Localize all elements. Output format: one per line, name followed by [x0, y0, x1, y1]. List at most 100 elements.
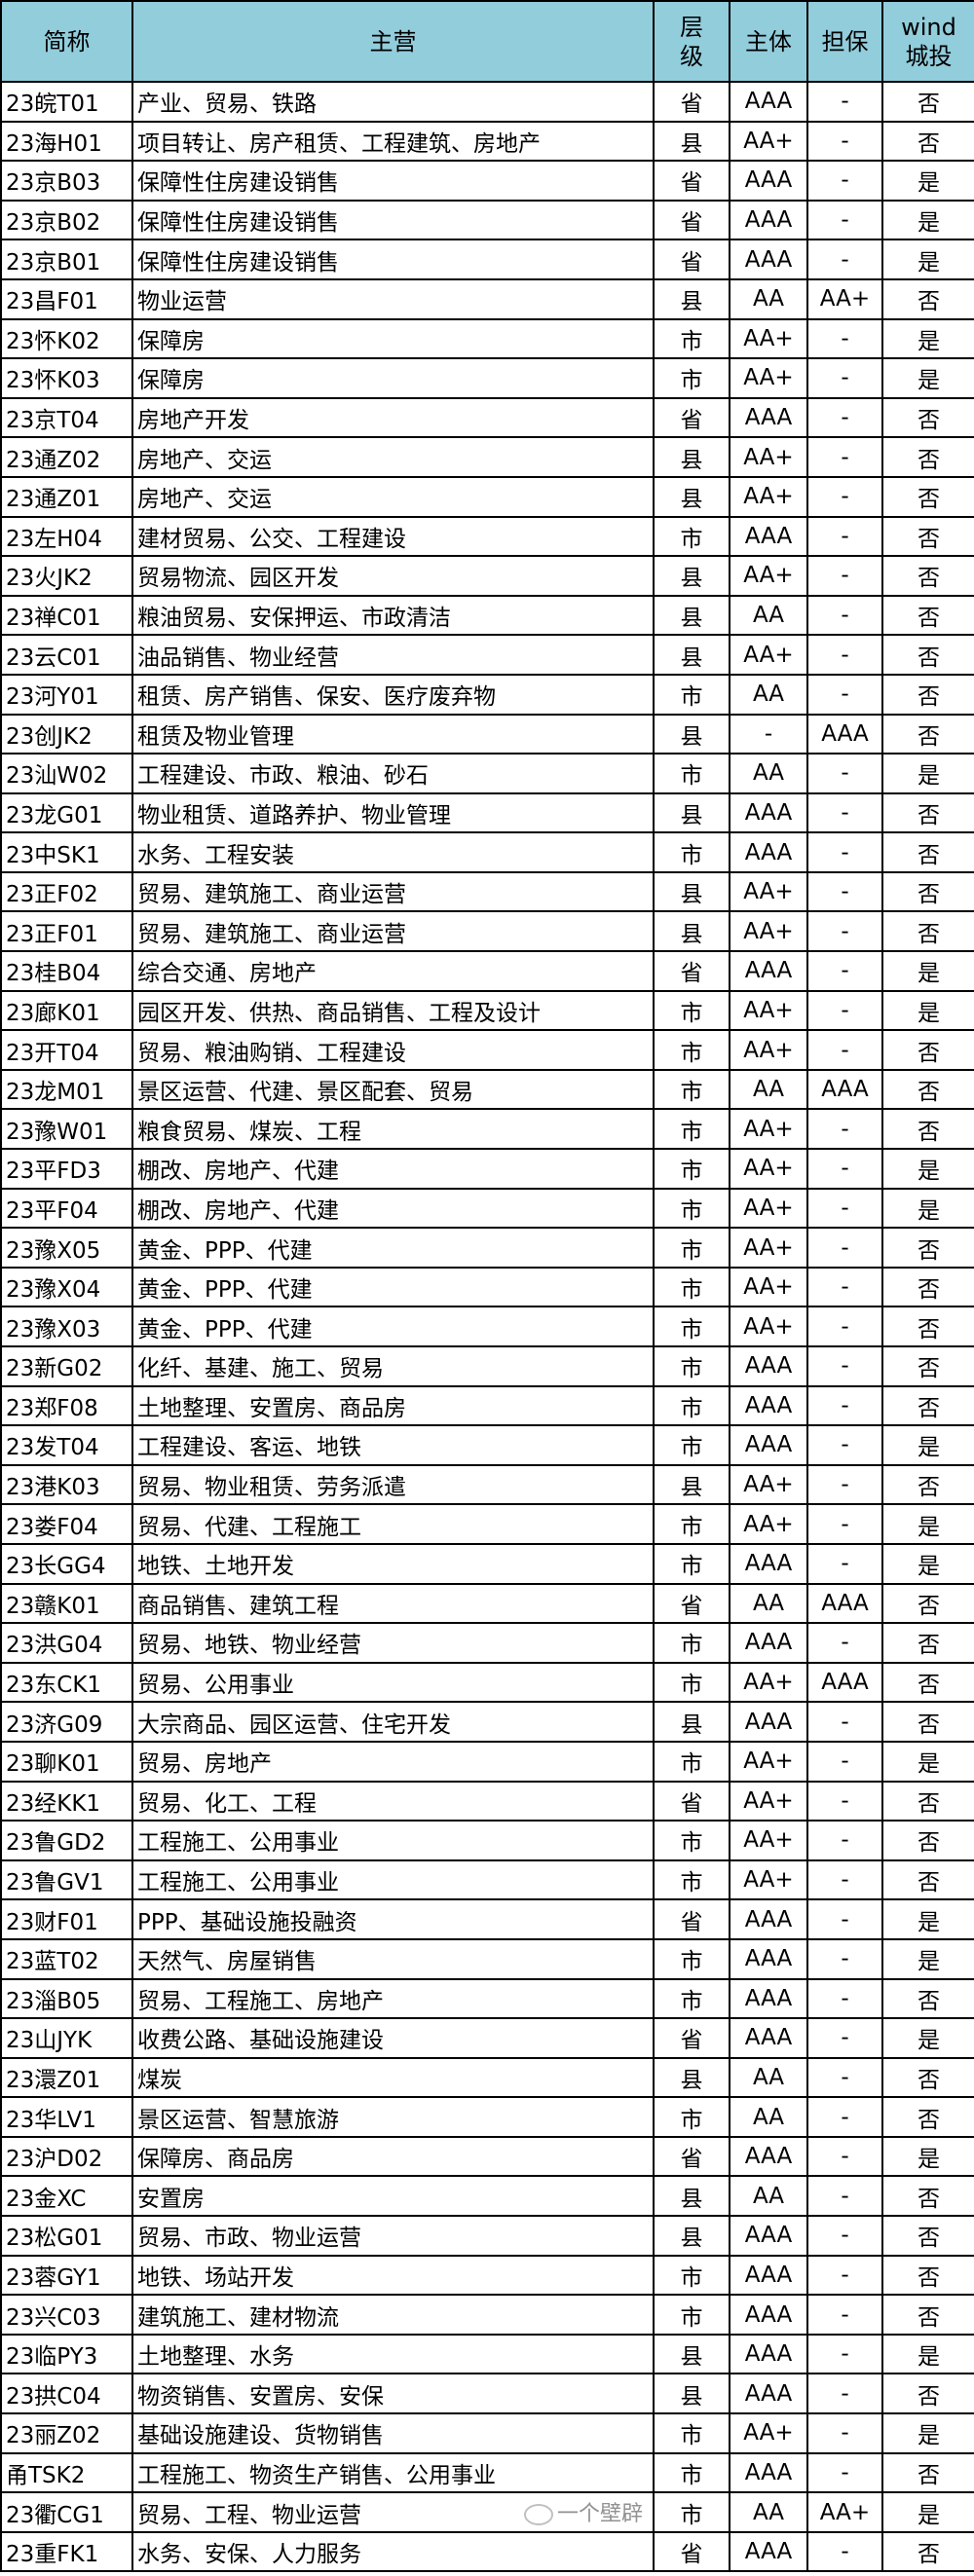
cell-guarantee-text: -: [841, 1432, 849, 1458]
table-row: 23皖T01 产业、贸易、铁路 省 AAA - 否: [0, 81, 974, 123]
cell-wind: 否: [881, 396, 974, 439]
cell-wind: 是: [881, 989, 974, 1032]
cell-level-text: 市: [680, 2304, 703, 2331]
cell-wind: 否: [881, 1266, 974, 1308]
cell-guarantee: -: [806, 1542, 883, 1585]
cell-level: 市: [653, 357, 730, 399]
cell-level-text: 县: [680, 606, 703, 632]
cell-business: 黄金、PPP、代建: [131, 1306, 655, 1347]
cell-wind-text: 否: [918, 2107, 940, 2133]
cell-wind: 否: [881, 1068, 974, 1111]
cell-wind-text: 否: [918, 2304, 940, 2331]
cell-business-text: 水务、工程安装: [137, 842, 294, 868]
cell-wind: 否: [881, 2451, 974, 2494]
cell-wind: 否: [881, 1384, 974, 1427]
table-row: 23京B01 保障性住房建设销售 省 AAA - 是: [0, 239, 974, 280]
cell-business: 黄金、PPP、代建: [131, 1227, 655, 1269]
cell-level-text: 市: [680, 1830, 703, 1857]
cell-rating-text: AA+: [743, 1472, 794, 1498]
cell-guarantee-text: -: [841, 2104, 849, 2130]
cell-name-text: 23京B03: [6, 170, 101, 197]
cell-level-text: 县: [680, 1475, 703, 1501]
cell-wind-text: 否: [918, 1870, 940, 1896]
cell-rating: AAA: [729, 2530, 808, 2573]
cell-wind: 否: [881, 1582, 974, 1625]
cell-name: 23金XC: [0, 2175, 133, 2218]
table-row: 23怀K02 保障房 市 AA+ - 是: [0, 317, 974, 360]
cell-business: 项目转让、房产租赁、工程建筑、房地产: [131, 120, 655, 163]
cell-name: 23东CK1: [0, 1661, 133, 1704]
table-row: 23山JYK 收费公路、基础设施建设 省 AAA - 是: [0, 2017, 974, 2059]
cell-guarantee: -: [806, 436, 883, 478]
cell-name-text: 23兴C03: [6, 2304, 101, 2331]
cell-wind: 是: [881, 357, 974, 399]
cell-name-text: 23豫X03: [6, 1316, 101, 1343]
cell-level: 县: [653, 555, 730, 597]
cell-rating: AAA: [729, 1898, 808, 1940]
cell-name: 23华LV1: [0, 2096, 133, 2138]
cell-level-text: 县: [680, 130, 703, 157]
cell-wind: 是: [881, 1503, 974, 1545]
cell-level-text: 县: [680, 2344, 703, 2371]
cell-wind: 否: [881, 1780, 974, 1822]
cell-name-text: 23龙M01: [6, 1080, 105, 1106]
cell-guarantee-text: -: [841, 760, 849, 787]
cell-name-text: 23怀K03: [6, 368, 100, 394]
cell-level: 市: [653, 1108, 730, 1151]
cell-rating-text: AAA: [744, 2223, 793, 2249]
cell-wind: 否: [881, 910, 974, 953]
cell-business-text: 商品销售、建筑工程: [137, 1593, 339, 1619]
cell-guarantee: -: [806, 1345, 883, 1387]
cell-wind-text: 是: [918, 1751, 940, 1778]
cell-rating: AA+: [729, 1780, 808, 1822]
cell-level: 省: [653, 239, 730, 280]
cell-wind-text: 否: [918, 1119, 940, 1145]
cell-rating: AAA: [729, 2254, 808, 2297]
cell-wind-text: 是: [918, 2028, 940, 2054]
cell-rating: AAA: [729, 2333, 808, 2375]
cell-rating-text: AA+: [743, 444, 794, 470]
cell-rating-text: AA+: [743, 1748, 794, 1775]
cell-business-text: 地铁、土地开发: [137, 1554, 294, 1580]
cell-rating: AA+: [729, 317, 808, 360]
cell-guarantee-text: -: [841, 523, 849, 549]
cell-name-text: 23汕W02: [6, 763, 108, 790]
cell-name: 23平FD3: [0, 1148, 133, 1190]
cell-guarantee: -: [806, 2451, 883, 2494]
cell-guarantee-text: AAA: [821, 1077, 869, 1103]
cell-name-text: 23正F01: [6, 921, 98, 947]
cell-wind: 否: [881, 673, 974, 716]
watermark: 一个壁辟: [523, 2496, 643, 2527]
cell-rating-text: AA+: [743, 1827, 794, 1854]
cell-guarantee: AAA: [806, 1661, 883, 1704]
cell-business: 建材贸易、公交、工程建设: [131, 515, 655, 558]
cell-level: 县: [653, 277, 730, 320]
table-row: 23金XC 安置房 县 AA - 否: [0, 2175, 974, 2218]
cell-wind-text: 是: [918, 1909, 940, 1935]
header-wind-line1: wind: [901, 13, 956, 41]
table-row: 23衢CG1 一个壁辟 贸易、工程、物业运营 市 AA AA+ 是: [0, 2491, 974, 2533]
cell-wind-text: 否: [918, 1356, 940, 1382]
cell-name-text: 23蓝T02: [6, 1949, 99, 1975]
cell-guarantee-text: -: [841, 325, 849, 351]
cell-name: 23豫X03: [0, 1306, 133, 1347]
cell-business: 贸易、化工、工程: [131, 1780, 655, 1822]
cell-wind-text: 否: [918, 447, 940, 473]
cell-wind-text: 是: [918, 368, 940, 394]
cell-level-text: 市: [680, 328, 703, 354]
header-row: 简称 主营 层 级 主体 担保 wind 城投: [0, 0, 974, 83]
cell-guarantee-text: AAA: [821, 1590, 869, 1616]
table-row: 23京B02 保障性住房建设销售 省 AAA - 是: [0, 199, 974, 241]
cell-guarantee: -: [806, 753, 883, 794]
cell-level-text: 市: [680, 1237, 703, 1264]
cell-rating-text: AA+: [743, 1234, 794, 1261]
cell-rating: AAA: [729, 2373, 808, 2415]
cell-rating: AA+: [729, 357, 808, 399]
cell-wind-text: 是: [918, 1554, 940, 1580]
cell-level: 市: [653, 673, 730, 716]
cell-name-text: 23开T04: [6, 1040, 99, 1066]
cell-rating: AA+: [729, 1858, 808, 1901]
cell-rating-text: AA+: [743, 642, 794, 668]
table-row: 23创JK2 租赁及物业管理 县 - AAA 否: [0, 713, 974, 755]
cell-business-text: 贸易、工程施工、房地产: [137, 1988, 384, 2014]
